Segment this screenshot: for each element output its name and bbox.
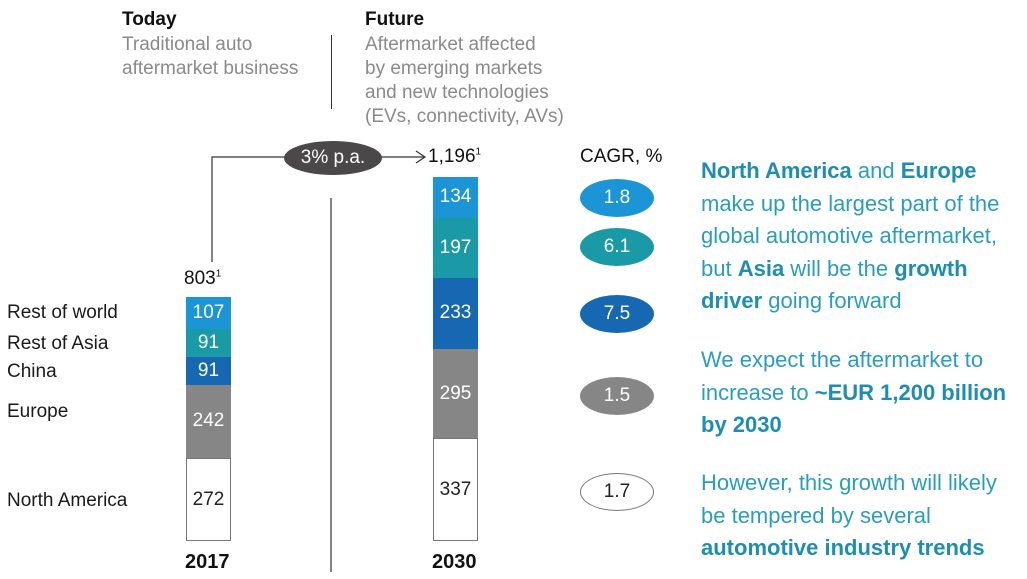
today-subtitle: Traditional auto aftermarket business [122, 33, 298, 81]
body-text: going forward [762, 288, 902, 313]
total-2030: 1,1961 [428, 146, 482, 167]
body-text: will be the [784, 255, 895, 281]
cagr-badge-europe: 1.5 [580, 377, 654, 415]
future-subtitle: Aftermarket affected by emerging markets… [365, 33, 564, 129]
today-subtitle-line: aftermarket business [122, 58, 299, 79]
total-2017: 8031 [184, 268, 222, 289]
text-block-regions: North America and Europe make up the lar… [701, 155, 1026, 318]
future-subtitle-line: (EVs, connectivity, AVs) [365, 106, 564, 127]
future-subtitle-line: by emerging markets [365, 58, 543, 79]
data-label: 91 [197, 359, 220, 381]
data-label: 233 [439, 302, 472, 324]
data-label: 242 [192, 410, 225, 432]
today-title: Today [122, 9, 177, 30]
data-label: 107 [192, 301, 225, 323]
label-north-america: North America [7, 490, 128, 511]
bar-2030-europe: 295 [433, 348, 478, 439]
bar-2017-rest-of-world: 107 [186, 296, 231, 330]
cagr-header: CAGR, % [580, 146, 663, 167]
today-subtitle-line: Traditional auto [122, 34, 253, 55]
label-rest-of-world: Rest of world [7, 302, 118, 323]
connector-line-left [211, 156, 290, 262]
label-europe: Europe [7, 401, 69, 422]
bar-2017-china: 91 [186, 356, 231, 385]
data-label: 91 [197, 332, 220, 354]
arrow-head-icon [415, 150, 427, 164]
x-tick-2017: 2017 [185, 551, 230, 573]
label-china: China [7, 361, 57, 382]
emphasis-text: North America [701, 158, 852, 183]
cagr-badge-china: 7.5 [580, 295, 654, 333]
header-divider [331, 35, 332, 109]
cagr-badge-north-america: 1.7 [580, 473, 654, 511]
future-title: Future [365, 9, 425, 30]
data-label: 134 [439, 186, 472, 208]
data-label: 295 [439, 382, 472, 404]
growth-rate-badge: 3% p.a. [284, 141, 382, 175]
bar-2030-north-america: 337 [433, 438, 478, 541]
emphasis-text: growth driver [701, 255, 968, 314]
bar-2030-china: 233 [433, 277, 478, 349]
emphasis-text: automotive industry trends [701, 535, 985, 560]
text-block-forecast: We expect the aftermarket to increase to… [701, 344, 1026, 442]
data-label: 272 [192, 488, 225, 510]
bar-2030-rest-of-asia: 197 [433, 217, 478, 278]
body-text: make up the largest part of the global a… [701, 190, 1000, 281]
cagr-badge-rest-of-asia: 6.1 [580, 228, 654, 266]
emphasis-text: Asia [737, 255, 785, 281]
body-text: We expect the aftermarket to increase to [701, 347, 984, 405]
emphasis-text: ~EUR 1,200 billion by 2030 [701, 379, 1007, 438]
text-block-trends: However, this growth will likely be temp… [701, 467, 1026, 565]
data-label: 197 [439, 236, 472, 258]
bar-2017-europe: 242 [186, 384, 231, 459]
bar-2017-rest-of-asia: 91 [186, 329, 231, 357]
x-tick-2030: 2030 [432, 551, 477, 573]
body-text: However, this growth will likely be temp… [701, 470, 997, 528]
body-text: and [851, 158, 901, 183]
data-label: 337 [439, 478, 472, 500]
future-subtitle-line: Aftermarket affected [365, 34, 536, 55]
future-subtitle-line: and new technologies [365, 82, 549, 103]
cagr-badge-rest-of-world: 1.8 [580, 179, 654, 217]
label-rest-of-asia: Rest of Asia [7, 333, 109, 354]
bar-2030-rest-of-world: 134 [433, 177, 478, 218]
emphasis-text: Europe [900, 158, 977, 183]
bar-2017-north-america: 272 [186, 458, 231, 541]
